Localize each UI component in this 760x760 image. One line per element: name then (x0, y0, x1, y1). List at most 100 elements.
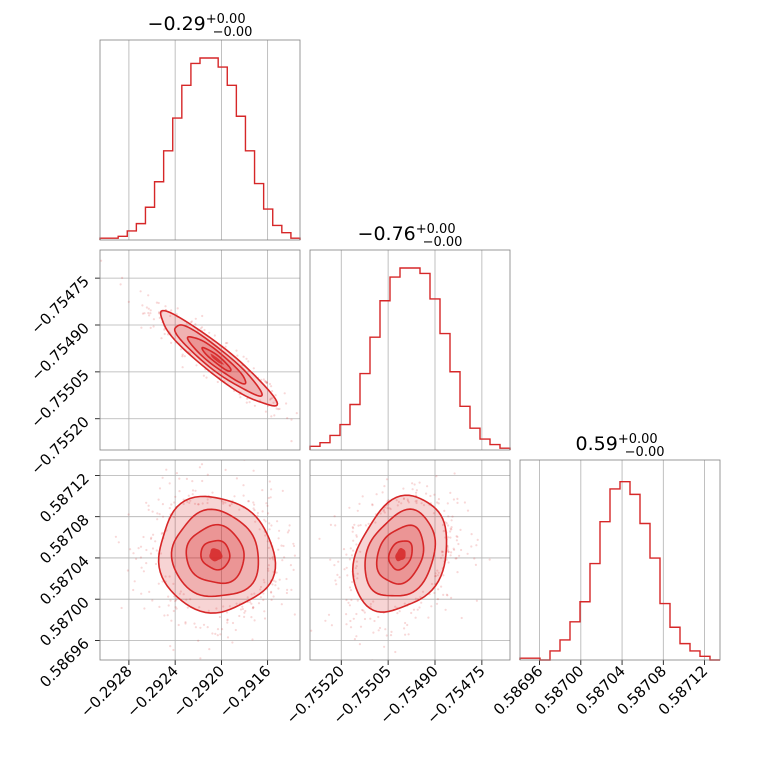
sample-point (191, 480, 194, 483)
sample-point (357, 524, 360, 527)
sample-point (175, 472, 178, 475)
sample-point (253, 592, 256, 595)
sample-point (177, 623, 180, 627)
sample-point (129, 548, 132, 551)
sample-point (450, 526, 453, 529)
sample-point (281, 489, 284, 492)
sample-point (348, 604, 351, 607)
sample-point (447, 524, 450, 527)
sample-point (253, 503, 256, 506)
sample-point (359, 625, 363, 628)
sample-point (301, 594, 303, 596)
sample-point (119, 283, 122, 286)
sample-point (198, 606, 201, 609)
sample-point (277, 587, 280, 590)
sample-point (148, 314, 151, 317)
sample-point (239, 608, 243, 611)
sample-point (234, 628, 237, 632)
sample-point (338, 576, 341, 579)
sample-point (160, 532, 163, 536)
sample-point (410, 611, 413, 615)
sample-point (169, 314, 172, 318)
sample-point (268, 382, 271, 386)
sample-point (337, 560, 340, 563)
sample-point (442, 574, 445, 577)
sample-point (160, 337, 163, 340)
sample-point (416, 608, 419, 611)
sample-point (406, 623, 409, 627)
sample-point (267, 496, 270, 500)
sample-point (182, 593, 185, 596)
sample-point (214, 632, 217, 636)
sample-point (329, 558, 332, 561)
sample-point (385, 478, 389, 481)
x-tick-label: −0.2916 (216, 662, 275, 721)
sample-point (168, 575, 171, 578)
sample-point (446, 594, 449, 597)
sample-point (149, 552, 153, 555)
sample-point (181, 353, 184, 356)
sample-point (466, 509, 470, 512)
sample-point (398, 610, 401, 613)
sample-point (193, 502, 197, 505)
histogram-step-line (519, 480, 720, 661)
sample-point (268, 528, 271, 531)
sample-point (243, 611, 246, 614)
sample-point (460, 548, 463, 552)
sample-point (140, 566, 143, 569)
sample-point (275, 571, 278, 574)
density-layer (100, 259, 308, 448)
sample-point (402, 497, 406, 500)
sample-point (359, 550, 362, 553)
sample-point (152, 325, 155, 328)
sample-point (161, 476, 164, 479)
sample-point (306, 446, 308, 448)
sample-point (415, 501, 418, 505)
sample-point (197, 639, 200, 642)
sample-point (263, 617, 267, 620)
sample-point (271, 556, 274, 559)
sample-point (264, 380, 267, 383)
sample-point (199, 626, 202, 629)
sample-point (152, 318, 155, 321)
sample-point (226, 636, 230, 639)
sample-point (167, 595, 170, 598)
sample-point (397, 500, 400, 503)
sample-point (422, 504, 426, 507)
sample-point (139, 556, 142, 559)
sample-point (189, 499, 192, 502)
sample-point (145, 501, 148, 504)
sample-point (170, 309, 173, 312)
sample-point (226, 621, 229, 624)
sample-point (268, 557, 272, 560)
sample-point (175, 598, 178, 602)
sample-point (220, 500, 224, 503)
sample-point (276, 520, 279, 523)
sample-point (434, 575, 437, 578)
sample-point (286, 417, 289, 420)
sample-point (346, 574, 349, 577)
sample-point (458, 554, 461, 557)
sample-point (222, 501, 225, 504)
sample-point (271, 390, 274, 393)
sample-point (359, 524, 362, 527)
sample-point (292, 542, 295, 545)
sample-point (187, 494, 190, 497)
sample-point (201, 502, 204, 505)
sample-point (215, 607, 218, 610)
sample-point (247, 360, 250, 363)
sample-point (203, 328, 206, 332)
sample-point (447, 550, 450, 554)
sample-point (161, 580, 164, 583)
sample-point (252, 507, 255, 510)
sample-point (445, 593, 448, 596)
sample-point (334, 579, 337, 582)
sample-point (262, 592, 265, 595)
sample-point (450, 528, 453, 531)
sample-point (268, 522, 271, 525)
sample-point (436, 598, 439, 601)
sample-point (157, 301, 160, 305)
sample-point (384, 628, 387, 631)
sample-point (272, 555, 275, 558)
sample-point (163, 328, 166, 331)
